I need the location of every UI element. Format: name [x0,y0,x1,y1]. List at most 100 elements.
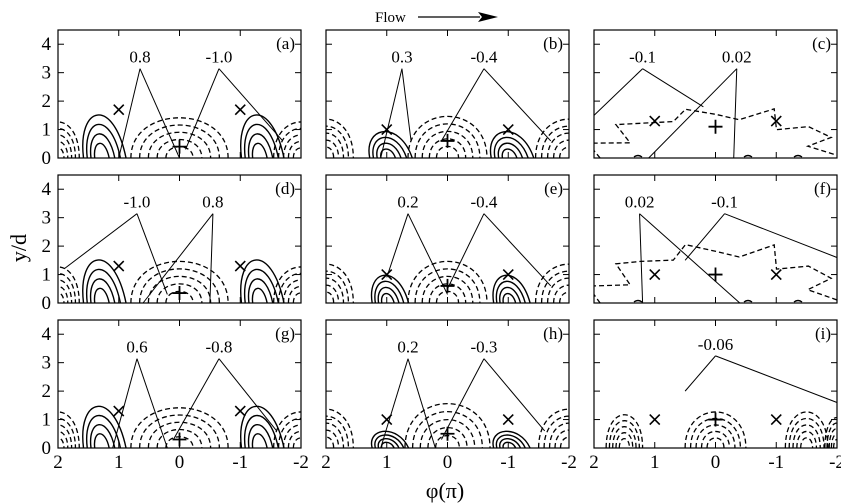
contour-label-backing [465,49,502,67]
panel-label: (e) [544,179,563,198]
negative-contour [540,125,569,158]
contour-label-leader [172,358,220,440]
contour-label: -0.1 [711,193,738,212]
negative-contour [138,268,221,303]
positive-contour [501,148,518,158]
positive-contour [633,154,803,158]
x-tick-label: 1 [382,452,392,473]
negative-contour [534,118,569,158]
panel-h: 2 1 0 -1 -2 (h) 0.2 -0.3 [321,319,577,473]
panel-f: (f) 0.02 -0.1 [593,174,838,304]
negative-contour [832,438,837,448]
contour-label-leader [112,358,138,449]
positive-contour [89,133,116,158]
contour-label-leader [386,213,409,278]
contour-label: 0.8 [129,48,150,67]
contour-label: 0.2 [397,193,418,212]
y-tick-label: 3 [42,63,52,84]
negative-contour [326,415,350,448]
panel-label: (a) [276,34,295,53]
negative-contour [428,283,467,303]
contour-label-leader [483,213,552,287]
cross-marker [502,123,514,136]
contour-label-leader [440,68,485,142]
negative-contour [558,291,569,303]
contour-label-leader [447,213,485,289]
positive-contour [247,133,274,158]
positive-contour [85,268,122,303]
cross-marker [113,260,125,272]
positive-contour [247,424,274,448]
contour-label-backing [621,194,658,212]
x-tick-label: -2 [561,452,577,473]
panel-label: (h) [543,324,563,343]
plus-marker [708,119,723,134]
cross-marker [234,260,246,272]
contour-label-leader [639,213,644,304]
negative-contour [58,147,65,158]
positive-contour [380,441,395,448]
negative-contour [277,272,301,303]
x-tick-label: 2 [53,452,63,473]
contour-label-leader [733,68,738,159]
contour-label-leader [136,213,168,295]
flow-arrow-head [478,12,498,22]
contour-label: 0.2 [397,338,418,357]
contour-label: -0.4 [470,193,497,212]
contour-label: -1.0 [206,48,233,67]
positive-contour [243,414,280,448]
negative-contour [138,414,221,448]
contour-label-leader [139,68,180,159]
panel-label: (i) [815,324,831,343]
negative-contour [156,138,203,158]
contour-label: -0.06 [698,335,733,354]
contour-label-backing [118,194,155,212]
positive-contour [240,259,285,303]
negative-contour [138,124,221,158]
contour-label-leader [715,355,838,403]
panel-label: (c) [812,34,831,53]
negative-contour [58,437,65,448]
contours [58,405,301,448]
negative-contour [130,407,229,448]
positive-contour [502,441,517,448]
panel-label: (d) [275,179,295,198]
positive-contour [247,278,274,303]
contour-label-backing [718,49,755,67]
negative-contour [826,422,837,448]
negative-contour [546,277,569,303]
negative-contour [326,408,354,448]
contour-label-backing [194,194,231,212]
positive-contour [93,142,110,158]
contour-label-leader [648,68,738,159]
y-tick-label: 4 [42,34,52,55]
contour-label-backing [390,194,427,212]
positive-contour [251,433,268,448]
contours [605,411,837,448]
contour-label: 0.02 [625,193,655,212]
negative-contour [407,260,488,303]
negative-contour [419,418,476,448]
contour-label-leader [401,68,412,141]
positive-contour [499,437,522,448]
contours [326,115,569,158]
positive-contour [93,433,110,448]
negative-contour [326,125,350,158]
positive-contour [497,142,524,158]
x-tick-label: -2 [293,452,309,473]
positive-contour [377,437,400,448]
negative-contour [558,146,569,158]
contour-label-leader [639,213,741,304]
contours [326,260,569,303]
panel-label: (g) [275,324,295,343]
contours [58,259,301,303]
positive-contour [380,292,395,303]
contour-label-leader [593,68,643,116]
negative-contour [608,420,640,448]
cross-marker [649,115,661,127]
panel-i: 2 1 0 -1 -2 (i) -0.06 [589,319,841,473]
negative-contour [292,292,301,303]
contour-label-leader [63,213,138,270]
negative-contour [277,417,301,448]
contour-label: 0.8 [202,193,223,212]
